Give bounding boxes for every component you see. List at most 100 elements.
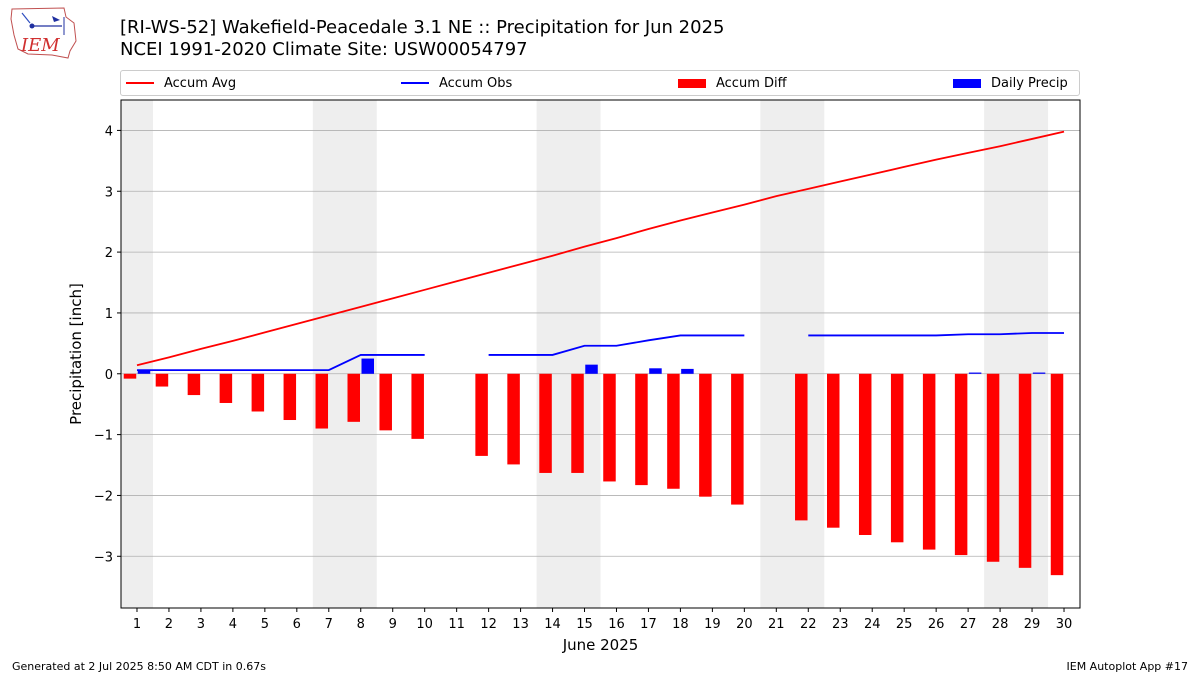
- diff-bar-day-18: [667, 373, 680, 489]
- ytick-label-1: 1: [105, 307, 113, 322]
- y-axis-label: Precipitation [inch]: [67, 283, 85, 425]
- diff-bar-day-13: [507, 373, 520, 465]
- daily-bar-day-29: [1032, 372, 1046, 374]
- diff-bar-day-8: [347, 373, 360, 422]
- x-axis-label: June 2025: [562, 636, 639, 654]
- diff-bar-day-1: [123, 373, 137, 379]
- accum-obs-line-segment-3: [808, 332, 1065, 337]
- xtick-label-2: 2: [165, 617, 173, 632]
- weekend-band-2: [312, 100, 377, 608]
- diff-bar-day-4: [219, 373, 233, 403]
- diff-bar-day-14: [539, 373, 552, 473]
- legend-swatch-accum-avg: [126, 82, 154, 84]
- diff-bar-day-3: [187, 373, 201, 396]
- diff-bar-day-29: [1018, 373, 1032, 568]
- ytick-label-2: 2: [105, 246, 113, 261]
- iem-logo: IEM: [10, 7, 77, 59]
- xtick-label-27: 27: [960, 617, 977, 632]
- legend-label-accum-diff: Accum Diff: [716, 75, 787, 91]
- accum-obs-line-segment-2: [488, 334, 745, 356]
- xtick-label-3: 3: [197, 617, 205, 632]
- legend-swatch-accum-obs: [401, 82, 429, 84]
- diff-bar-day-30: [1050, 373, 1064, 576]
- xtick-label-30: 30: [1056, 617, 1073, 632]
- xtick-label-25: 25: [896, 617, 913, 632]
- diff-bar-day-6: [283, 373, 297, 421]
- footer-app: IEM Autoplot App #17: [1066, 660, 1189, 673]
- xtick-label-18: 18: [672, 617, 689, 632]
- xtick-label-8: 8: [357, 617, 365, 632]
- diff-bar-day-10: [411, 373, 424, 439]
- diff-bar-day-22: [795, 373, 808, 521]
- ytick-label-3: 3: [105, 185, 113, 200]
- legend-item-accum-avg: Accum Avg: [126, 71, 236, 95]
- xtick-label-24: 24: [864, 617, 881, 632]
- legend: Accum Avg Accum Obs Accum Diff Daily Pre…: [120, 70, 1080, 96]
- legend-label-accum-avg: Accum Avg: [164, 75, 237, 91]
- xtick-label-15: 15: [576, 617, 593, 632]
- logo-text: IEM: [20, 35, 60, 56]
- ytick-label--3: −3: [94, 550, 113, 565]
- diff-bar-day-27: [954, 373, 968, 556]
- daily-bar-day-15: [585, 364, 598, 374]
- legend-item-daily-precip: Daily Precip: [953, 71, 1068, 95]
- xtick-label-1: 1: [133, 617, 141, 632]
- daily-bar-day-17: [649, 368, 662, 374]
- xtick-label-20: 20: [736, 617, 753, 632]
- xtick-label-16: 16: [608, 617, 625, 632]
- xtick-label-19: 19: [704, 617, 721, 632]
- xtick-label-11: 11: [448, 617, 465, 632]
- ytick-label-4: 4: [105, 124, 113, 139]
- diff-bar-day-16: [603, 373, 616, 482]
- xtick-label-6: 6: [293, 617, 301, 632]
- weekend-band-1: [121, 100, 153, 608]
- daily-bar-day-18: [681, 368, 694, 374]
- xtick-label-17: 17: [640, 617, 657, 632]
- diff-bar-day-17: [635, 373, 648, 486]
- diff-bar-day-2: [155, 373, 169, 387]
- legend-label-accum-obs: Accum Obs: [439, 75, 513, 91]
- ytick-label-0: 0: [105, 368, 113, 383]
- diff-bar-day-20: [731, 373, 744, 505]
- footer-generated: Generated at 2 Jul 2025 8:50 AM CDT in 0…: [12, 660, 266, 673]
- xtick-label-12: 12: [480, 617, 497, 632]
- xtick-label-5: 5: [261, 617, 269, 632]
- ytick-label--2: −2: [94, 489, 113, 504]
- xtick-label-21: 21: [768, 617, 785, 632]
- legend-swatch-daily-precip: [953, 78, 981, 88]
- xtick-label-28: 28: [992, 617, 1009, 632]
- diff-bar-day-23: [827, 373, 840, 528]
- weekend-band-4: [760, 100, 825, 608]
- chart-title: [RI-WS-52] Wakefield-Peacedale 3.1 NE ::…: [120, 17, 725, 38]
- xtick-label-22: 22: [800, 617, 817, 632]
- xtick-label-26: 26: [928, 617, 945, 632]
- xtick-label-29: 29: [1024, 617, 1041, 632]
- xtick-label-13: 13: [512, 617, 529, 632]
- legend-label-daily-precip: Daily Precip: [991, 75, 1068, 91]
- ytick-label--1: −1: [94, 429, 113, 444]
- diff-bar-day-26: [922, 373, 936, 550]
- diff-bar-day-24: [858, 373, 872, 535]
- legend-item-accum-obs: Accum Obs: [401, 71, 512, 95]
- accum-obs-line-segment-1: [136, 354, 425, 372]
- xtick-label-9: 9: [389, 617, 397, 632]
- plot-frame: [120, 99, 1081, 609]
- chart-subtitle: NCEI 1991-2020 Climate Site: USW00054797: [120, 39, 528, 60]
- diff-bar-day-5: [251, 373, 265, 412]
- diff-bar-day-7: [315, 373, 329, 429]
- daily-bar-day-8: [361, 358, 374, 374]
- legend-swatch-accum-diff: [678, 78, 706, 88]
- xtick-label-14: 14: [544, 617, 561, 632]
- xtick-label-4: 4: [229, 617, 237, 632]
- xtick-label-7: 7: [325, 617, 333, 632]
- diff-bar-day-19: [699, 373, 712, 497]
- legend-item-accum-diff: Accum Diff: [678, 71, 787, 95]
- daily-bar-day-1: [137, 370, 151, 374]
- xtick-label-23: 23: [832, 617, 849, 632]
- diff-bar-day-15: [571, 373, 584, 473]
- xtick-label-10: 10: [416, 617, 433, 632]
- accum-avg-line-segment-1: [136, 130, 1065, 367]
- weekend-band-3: [536, 100, 601, 608]
- daily-bar-day-27: [968, 372, 982, 374]
